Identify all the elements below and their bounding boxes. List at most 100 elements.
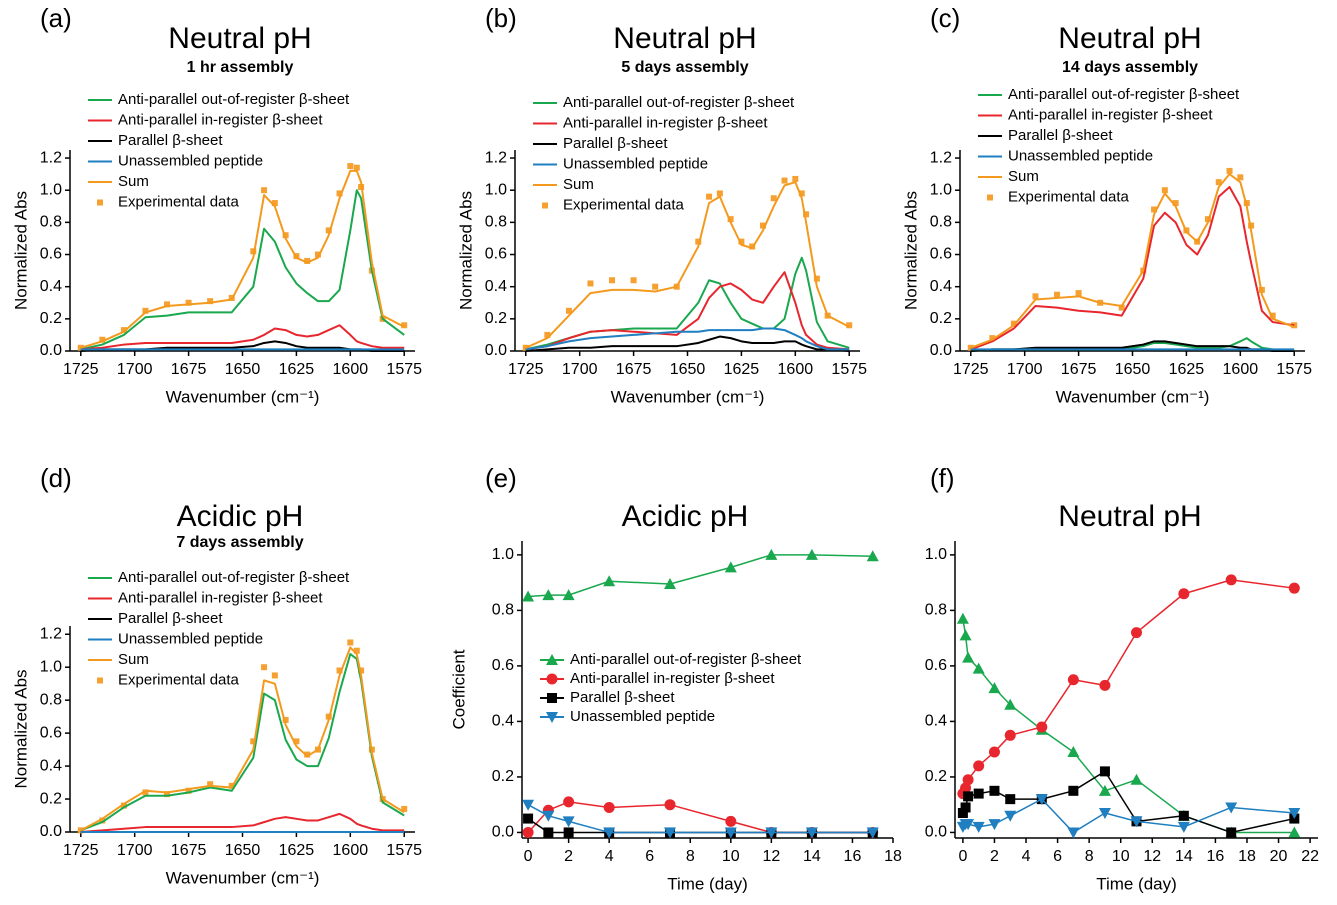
marker: [1067, 827, 1080, 839]
legend-label: Unassembled peptide: [118, 630, 263, 647]
y-tick-label: 1.0: [40, 181, 62, 198]
panel-label: (e): [485, 463, 517, 493]
marker: [1288, 826, 1301, 838]
series-line: [528, 554, 873, 598]
y-tick-label: 0.2: [40, 310, 62, 327]
marker: [609, 277, 616, 284]
marker: [1010, 320, 1017, 327]
x-tick-label: 0: [958, 848, 967, 865]
marker: [543, 827, 554, 838]
legend-label: Parallel β-sheet: [1008, 127, 1113, 144]
marker: [967, 344, 974, 351]
x-tick-label: 12: [762, 848, 780, 865]
marker: [1068, 785, 1079, 796]
y-tick-label: 0.4: [40, 278, 62, 295]
y-tick-label: 1.2: [485, 149, 507, 166]
marker: [956, 612, 969, 624]
marker: [798, 190, 805, 197]
marker: [1177, 821, 1190, 833]
marker: [1237, 174, 1244, 181]
x-tick-label: 1600: [333, 842, 369, 859]
marker: [185, 299, 192, 306]
x-axis-label: Wavenumber (cm⁻¹): [1056, 387, 1210, 406]
marker: [522, 799, 535, 811]
marker: [185, 787, 192, 794]
marker: [261, 664, 268, 671]
marker: [973, 760, 985, 772]
y-tick-label: 1.0: [492, 546, 514, 563]
legend-label: Experimental data: [118, 193, 240, 210]
legend-label: Anti-parallel out-of-register β-sheet: [118, 91, 350, 108]
y-tick-label: 0.0: [485, 342, 507, 359]
marker: [972, 662, 985, 674]
marker: [664, 799, 676, 811]
marker: [1067, 674, 1079, 686]
marker: [805, 827, 818, 839]
series-line: [527, 801, 873, 834]
marker: [336, 667, 343, 674]
marker: [706, 193, 713, 200]
x-tick-label: 14: [1175, 848, 1193, 865]
x-tick-label: 1650: [225, 842, 261, 859]
x-tick-label: 4: [1022, 848, 1031, 865]
marker: [725, 815, 737, 827]
marker: [546, 673, 558, 685]
series-line: [80, 189, 405, 351]
y-tick-label: 0.4: [40, 757, 62, 774]
marker: [1075, 290, 1082, 297]
x-tick-label: 1600: [1223, 361, 1259, 378]
x-tick-label: 1650: [225, 361, 261, 378]
marker: [304, 257, 311, 264]
x-axis-label: Wavenumber (cm⁻¹): [166, 387, 320, 406]
marker: [727, 216, 734, 223]
panel-label: (b): [485, 3, 517, 33]
chart-subtitle: 7 days assembly: [176, 534, 303, 551]
y-axis-label: Normalized Abs: [11, 191, 30, 310]
marker: [347, 163, 354, 170]
marker: [1035, 794, 1048, 806]
marker: [630, 277, 637, 284]
marker: [759, 222, 766, 229]
marker: [120, 802, 127, 809]
marker: [99, 817, 106, 824]
y-tick-label: 0.0: [492, 824, 514, 841]
chart-title: Acidic pH: [177, 500, 304, 533]
marker: [1099, 766, 1110, 777]
marker: [695, 238, 702, 245]
legend-label: Anti-parallel out-of-register β-sheet: [563, 94, 795, 111]
x-tick-label: 1700: [562, 361, 598, 378]
series-line: [525, 327, 850, 351]
marker: [803, 211, 810, 218]
y-axis-label: Normalized Abs: [11, 669, 30, 788]
x-tick-label: 8: [686, 848, 695, 865]
x-tick-label: 4: [605, 848, 614, 865]
marker: [989, 785, 1000, 796]
x-tick-label: 1600: [333, 361, 369, 378]
marker: [962, 774, 974, 786]
marker: [293, 738, 300, 745]
legend-label: Anti-parallel in-register β-sheet: [1008, 106, 1213, 123]
y-tick-label: 0.2: [485, 310, 507, 327]
x-tick-label: 1725: [508, 361, 544, 378]
marker: [353, 164, 360, 171]
marker: [1004, 729, 1016, 741]
x-tick-label: 16: [844, 848, 862, 865]
legend-label: Sum: [118, 173, 149, 190]
legend-label: Experimental data: [563, 196, 685, 213]
marker: [846, 322, 853, 329]
marker: [1161, 187, 1168, 194]
legend-label: Sum: [563, 176, 594, 193]
legend-label: Unassembled peptide: [118, 152, 263, 169]
marker: [781, 177, 788, 184]
marker: [1005, 794, 1016, 805]
y-tick-label: 0.8: [925, 602, 947, 619]
marker: [353, 647, 360, 654]
y-tick-label: 0.6: [40, 724, 62, 741]
y-tick-label: 0.8: [40, 691, 62, 708]
x-tick-label: 10: [722, 848, 740, 865]
marker: [1225, 802, 1238, 814]
legend-label: Unassembled peptide: [570, 708, 715, 725]
marker: [1215, 179, 1222, 186]
marker: [120, 327, 127, 334]
